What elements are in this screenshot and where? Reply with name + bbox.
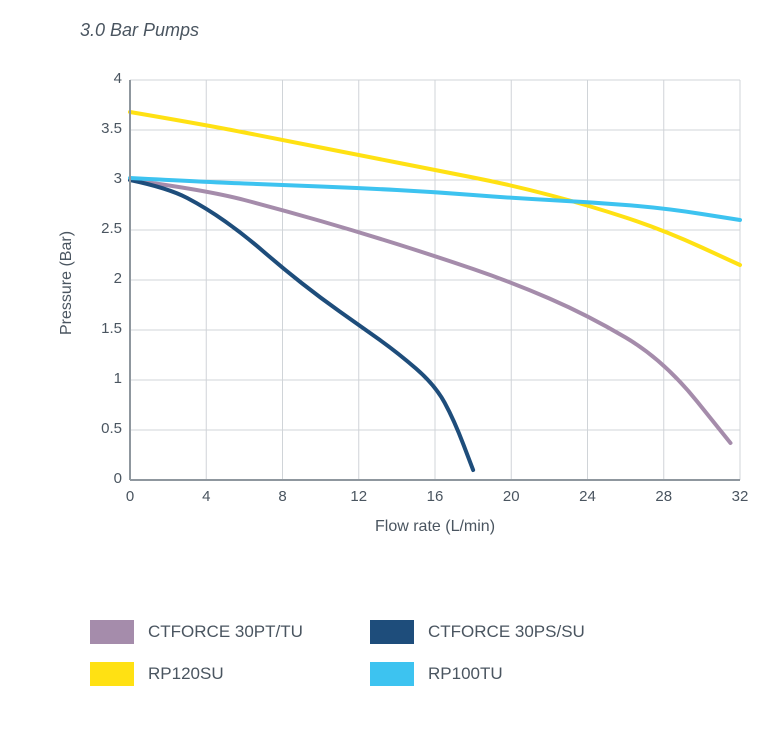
x-tick-label: 32 [732, 488, 749, 505]
y-tick-label: 2 [82, 270, 122, 287]
legend: CTFORCE 30PT/TUCTFORCE 30PS/SURP120SURP1… [90, 620, 690, 704]
legend-item: RP120SU [90, 662, 370, 686]
y-tick-label: 0 [82, 470, 122, 487]
series-line [130, 180, 473, 470]
pump-chart [40, 70, 750, 520]
legend-swatch [90, 662, 134, 686]
legend-label: RP120SU [148, 664, 224, 684]
x-tick-label: 4 [202, 488, 210, 505]
x-tick-label: 24 [579, 488, 596, 505]
legend-row: RP120SU RP100TU [90, 662, 690, 686]
y-tick-label: 1 [82, 370, 122, 387]
y-tick-label: 1.5 [82, 320, 122, 337]
page-root: 3.0 Bar Pumps 0 0.5 1 1.5 2 2.5 3 3.5 4 0 4 8 12 16 2… [0, 0, 781, 742]
legend-item: CTFORCE 30PS/SU [370, 620, 650, 644]
legend-item: RP100TU [370, 662, 650, 686]
x-tick-label: 0 [126, 488, 134, 505]
x-tick-label: 20 [503, 488, 520, 505]
chart-container: 00.511.522.533.54 048121620242832 Pressu… [40, 70, 740, 550]
legend-label: CTFORCE 30PS/SU [428, 622, 585, 642]
legend-swatch [370, 662, 414, 686]
legend-item: CTFORCE 30PT/TU [90, 620, 370, 644]
legend-row: CTFORCE 30PT/TU CTFORCE 30PS/SU [90, 620, 690, 644]
x-tick-label: 28 [655, 488, 672, 505]
y-tick-label: 4 [82, 70, 122, 87]
x-tick-label: 16 [427, 488, 444, 505]
legend-swatch [90, 620, 134, 644]
x-tick-label: 12 [350, 488, 367, 505]
legend-swatch [370, 620, 414, 644]
chart-title: 3.0 Bar Pumps [80, 20, 199, 41]
y-tick-label: 3 [82, 170, 122, 187]
legend-label: CTFORCE 30PT/TU [148, 622, 303, 642]
y-axis-label: Pressure (Bar) [58, 231, 76, 335]
y-tick-label: 2.5 [82, 220, 122, 237]
legend-label: RP100TU [428, 664, 503, 684]
y-tick-label: 3.5 [82, 120, 122, 137]
x-tick-label: 8 [278, 488, 286, 505]
y-tick-label: 0.5 [82, 420, 122, 437]
x-axis-label: Flow rate (L/min) [375, 518, 495, 536]
